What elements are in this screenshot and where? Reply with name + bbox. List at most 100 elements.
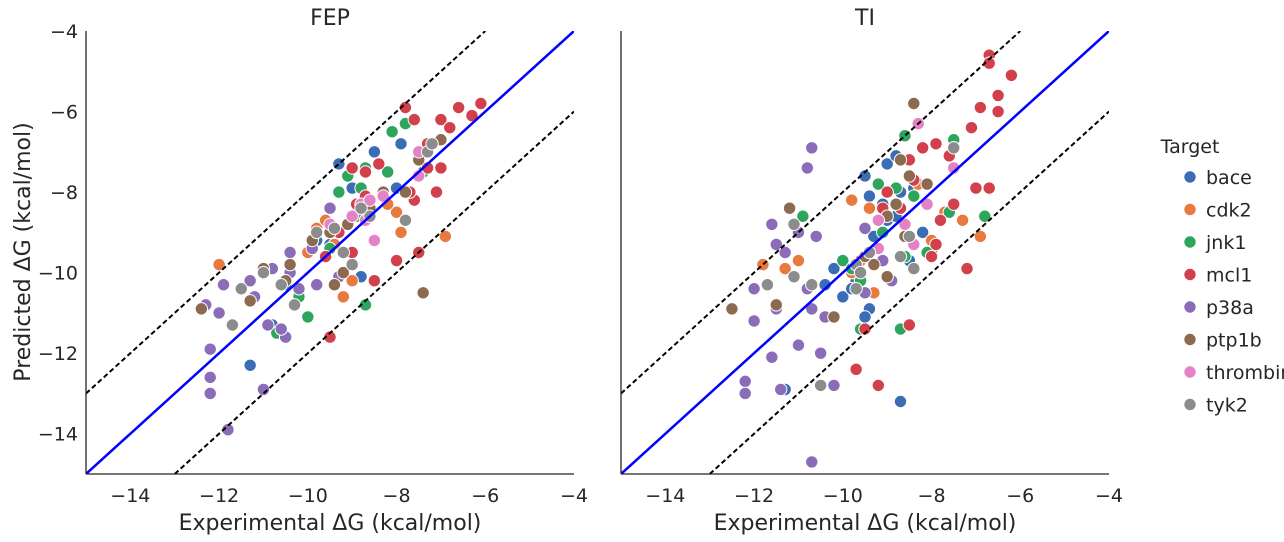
point-ptp1b [725,302,739,316]
x-tick-label: −14 [645,485,685,507]
point-bace [394,137,408,151]
point-ptp1b [194,302,209,316]
legend-label-tyk2: tyk2 [1206,395,1248,417]
identity-line [86,31,574,474]
point-mcl1 [434,112,448,127]
point-mcl1 [858,322,872,336]
point-p38a [323,201,337,215]
point-mcl1 [407,112,421,127]
point-tyk2 [287,298,302,312]
point-jnk1 [907,189,921,203]
point-mcl1 [991,104,1005,119]
point-tyk2 [309,225,324,240]
legend-marker-thrombin [1183,365,1197,379]
point-p38a [765,350,779,364]
point-cdk2 [345,273,359,288]
panel-title-ti: TI [854,6,875,31]
point-mcl1 [451,100,466,115]
panel-fep: −14 −12 −10 −8 −6 −4 −4 −6 −8 −10 −12 −14 [38,21,588,507]
point-tyk2 [336,245,351,260]
point-p38a [769,237,783,252]
y-tick-label: −6 [50,102,78,124]
point-mcl1 [973,100,988,115]
panel-ti: −14 −12 −10 −8 −6 −4 [620,31,1123,507]
identity-line [621,31,1109,474]
point-thrombin [345,209,359,223]
point-tyk2 [907,261,921,276]
point-mcl1 [323,330,337,344]
point-mcl1 [474,96,488,111]
point-mcl1 [929,237,943,252]
x-tick-label: −4 [560,485,588,507]
x-axis-label-ti: Experimental ΔG (kcal/mol) [714,511,1017,536]
point-mcl1 [398,100,413,115]
dashed-line [621,31,1021,395]
point-thrombin [871,213,886,227]
point-p38a [805,302,819,316]
point-mcl1 [964,120,979,135]
point-jnk1 [385,124,399,139]
point-cdk2 [955,213,970,227]
point-mcl1 [345,161,359,175]
x-tick-label: −10 [823,485,863,507]
point-p38a [203,386,217,401]
point-bace [862,189,877,203]
point-bace [893,394,908,409]
legend-label-p38a: p38a [1206,297,1254,319]
y-tick-label: −12 [38,343,78,365]
point-p38a [261,318,275,332]
point-mcl1 [443,120,457,135]
point-ptp1b [893,153,908,167]
point-cdk2 [844,193,859,207]
point-ptp1b [782,201,797,215]
y-axis-label: Predicted ΔG (kcal/mol) [11,122,36,381]
point-p38a [203,342,217,356]
point-tyk2 [849,282,863,296]
point-bace [858,310,872,324]
x-tick-label: −6 [1006,485,1034,507]
x-tick-label: −10 [288,485,328,507]
panel-title-fep: FEP [310,6,350,31]
point-mcl1 [367,273,382,288]
legend-marker-ptp1b [1183,332,1197,347]
point-p38a [243,273,257,288]
point-thrombin [367,233,382,248]
point-tyk2 [425,137,439,151]
point-p38a [738,386,752,401]
x-tick-label: −14 [110,485,150,507]
point-ptp1b [398,185,413,199]
point-tyk2 [398,213,413,227]
point-mcl1 [871,378,886,393]
point-ptp1b [902,169,917,183]
point-mcl1 [960,261,974,276]
point-cdk2 [862,201,877,215]
point-p38a [800,161,815,175]
point-tyk2 [234,282,248,296]
point-mcl1 [1004,68,1019,83]
point-mcl1 [929,137,943,151]
legend-marker-mcl1 [1183,267,1197,282]
point-p38a [747,282,761,296]
legend-marker-jnk1 [1183,235,1197,249]
point-bace [836,290,850,304]
point-p38a [774,382,788,397]
point-mcl1 [429,185,444,199]
point-jnk1 [871,177,886,191]
point-mcl1 [924,249,939,264]
point-tyk2 [345,257,359,272]
point-p38a [256,382,271,397]
point-tyk2 [274,278,288,292]
point-ptp1b [920,177,934,191]
point-jnk1 [796,209,810,223]
point-p38a [309,278,324,292]
point-p38a [805,141,819,155]
point-p38a [809,229,823,244]
point-ptp1b [769,298,783,312]
point-p38a [203,370,217,385]
point-p38a [765,217,779,232]
legend-label-mcl1: mcl1 [1206,265,1252,287]
point-tyk2 [787,269,801,284]
point-mcl1 [389,253,404,268]
legend-label-bace: bace [1206,167,1252,189]
